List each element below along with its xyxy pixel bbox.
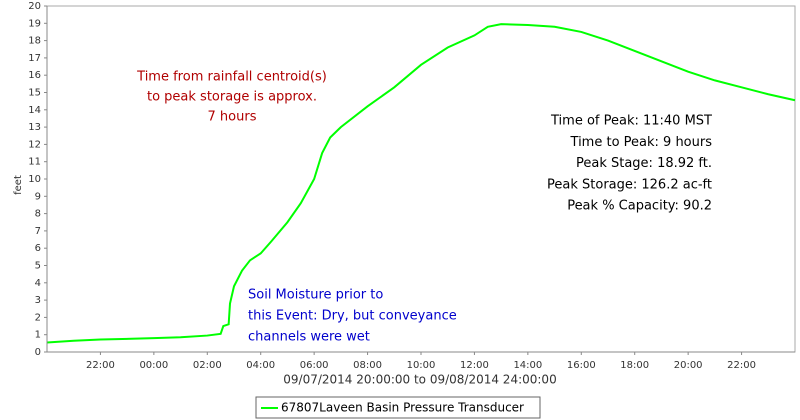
y-tick-label: 13 <box>28 122 41 133</box>
x-tick-label: 14:00 <box>513 360 542 371</box>
annotation: 7 hours <box>208 110 257 125</box>
legend-label: 67807Laveen Basin Pressure Transducer <box>281 401 524 415</box>
x-tick-label: 16:00 <box>567 360 596 371</box>
annotation: channels were wet <box>248 330 370 345</box>
x-tick-label: 22:00 <box>86 360 115 371</box>
y-tick-label: 0 <box>35 347 41 358</box>
y-tick-label: 7 <box>35 226 41 237</box>
annotation: Peak % Capacity: 90.2 <box>567 199 712 214</box>
x-tick-label: 10:00 <box>407 360 436 371</box>
annotation: to peak storage is approx. <box>147 90 317 105</box>
y-tick-label: 1 <box>35 330 41 341</box>
y-tick-label: 9 <box>35 191 41 202</box>
y-tick-label: 11 <box>28 157 41 168</box>
legend-box <box>255 396 541 419</box>
annotation: this Event: Dry, but conveyance <box>248 309 457 324</box>
y-axis-label: feet <box>13 175 24 195</box>
y-tick-label: 20 <box>28 1 41 12</box>
annotation: Time to Peak: 9 hours <box>570 135 713 150</box>
x-tick-label: 04:00 <box>246 360 275 371</box>
x-tick-label: 22:00 <box>727 360 756 371</box>
y-tick-label: 10 <box>28 174 41 185</box>
x-tick-label: 06:00 <box>300 360 329 371</box>
y-tick-label: 4 <box>35 278 41 289</box>
x-tick-label: 08:00 <box>353 360 382 371</box>
y-tick-label: 3 <box>35 295 41 306</box>
y-tick-label: 12 <box>28 139 41 150</box>
annotation: Peak Storage: 126.2 ac-ft <box>547 177 712 192</box>
y-tick-label: 2 <box>35 312 41 323</box>
data-line <box>46 23 796 344</box>
x-tick-label: 12:00 <box>460 360 489 371</box>
x-tick-label: 20:00 <box>674 360 703 371</box>
y-tick-label: 17 <box>28 53 41 64</box>
y-tick-label: 16 <box>28 70 41 81</box>
y-tick-label: 6 <box>35 243 41 254</box>
y-tick-label: 18 <box>28 36 41 47</box>
x-tick-label: 02:00 <box>193 360 222 371</box>
annotation: Soil Moisture prior to <box>248 288 383 303</box>
annotation: Time from rainfall centroid(s) <box>136 70 327 85</box>
annotation: Time of Peak: 11:40 MST <box>550 114 712 129</box>
y-tick-label: 15 <box>28 88 41 99</box>
y-tick-label: 8 <box>35 209 41 220</box>
y-tick-label: 14 <box>28 105 41 116</box>
x-axis-label: 09/07/2014 20:00:00 to 09/08/2014 24:00:… <box>283 373 556 387</box>
annotation: Peak Stage: 18.92 ft. <box>576 156 712 171</box>
x-tick-label: 18:00 <box>620 360 649 371</box>
y-tick-label: 19 <box>28 18 41 29</box>
y-tick-label: 5 <box>35 261 41 272</box>
x-tick-label: 00:00 <box>139 360 168 371</box>
